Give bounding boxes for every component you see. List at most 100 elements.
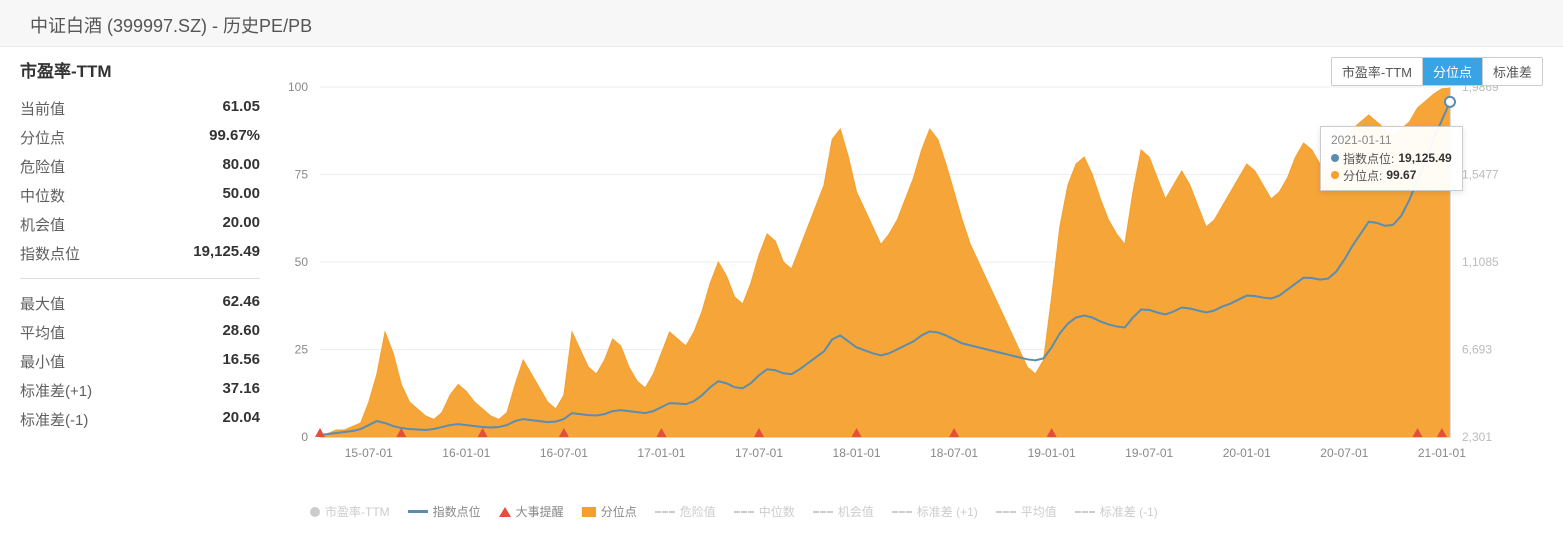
tooltip-label: 指数点位: [1343, 150, 1394, 167]
legend-label: 指数点位 [433, 503, 481, 520]
stats-group-historical: 最大值62.46平均值28.60最小值16.56标准差(+1)37.16标准差(… [20, 289, 260, 434]
stat-row: 平均值28.60 [20, 318, 260, 347]
stat-value: 61.05 [222, 98, 260, 119]
stat-label: 机会值 [20, 214, 65, 235]
page-title: 中证白酒 (399997.SZ) - 历史PE/PB [30, 12, 1543, 38]
stat-label: 当前值 [20, 98, 65, 119]
svg-text:2,301: 2,301 [1462, 430, 1492, 444]
event-marker-icon[interactable] [315, 428, 325, 437]
divider [20, 278, 260, 279]
legend-label: 机会值 [838, 503, 874, 520]
legend-item[interactable]: 指数点位 [408, 503, 481, 520]
tooltip-date: 2021-01-11 [1331, 133, 1452, 147]
legend-label: 标准差 (-1) [1100, 503, 1158, 520]
tooltip-value: 99.67 [1386, 168, 1416, 182]
stat-row: 指数点位19,125.49 [20, 239, 260, 268]
stat-row: 当前值 61.05 [20, 94, 260, 123]
stat-value: 37.16 [222, 380, 260, 401]
svg-text:100: 100 [288, 80, 308, 94]
stat-label: 危险值 [20, 156, 65, 177]
stat-row: 机会值20.00 [20, 210, 260, 239]
legend-label: 平均值 [1021, 503, 1057, 520]
legend-item[interactable]: 大事提醒 [499, 503, 564, 520]
stat-row: 中位数 50.00 [20, 181, 260, 210]
tooltip-dot-icon [1331, 171, 1339, 179]
stat-row: 分位点 99.67% [20, 123, 260, 152]
tooltip-row: 指数点位: 19,125.49 [1331, 150, 1452, 167]
stat-row: 最大值 62.46 [20, 289, 260, 318]
svg-text:17-07-01: 17-07-01 [735, 446, 783, 460]
stat-row: 危险值 80.00 [20, 152, 260, 181]
legend: 市盈率-TTM 指数点位 大事提醒 分位点 危险值 中位数 机会值 标准差 (+1) 平均值 标准… [270, 497, 1543, 520]
legend-label: 标准差 (+1) [917, 503, 978, 520]
sidebar: 市盈率-TTM 当前值61.05分位点99.67%危险值80.00中位数50.0… [20, 57, 270, 527]
metric-tabs: 市盈率-TTM分位点标准差 [1331, 57, 1543, 86]
chart-area: 市盈率-TTM分位点标准差 02550751002,3016,6931,1085… [270, 57, 1543, 527]
legend-label: 分位点 [601, 503, 637, 520]
legend-item[interactable]: 机会值 [813, 503, 874, 520]
svg-text:16-01-01: 16-01-01 [442, 446, 490, 460]
legend-item[interactable]: 分位点 [582, 503, 637, 520]
stat-row: 标准差(-1) 20.04 [20, 405, 260, 434]
stat-label: 指数点位 [20, 243, 80, 264]
area-percentile [320, 88, 1450, 437]
legend-item[interactable]: 平均值 [996, 503, 1057, 520]
header: 中证白酒 (399997.SZ) - 历史PE/PB [0, 0, 1563, 47]
legend-circle-icon [310, 507, 320, 517]
stat-row: 最小值16.56 [20, 347, 260, 376]
legend-item[interactable]: 危险值 [655, 503, 716, 520]
svg-text:25: 25 [295, 343, 309, 357]
svg-text:20-07-01: 20-07-01 [1320, 446, 1368, 460]
chart-wrap: 02550751002,3016,6931,10851,54771,986915… [270, 77, 1543, 527]
stat-value: 99.67% [209, 127, 260, 148]
tooltip-label: 分位点: [1343, 167, 1382, 184]
svg-text:1,5477: 1,5477 [1462, 168, 1499, 182]
stat-value: 50.00 [222, 185, 260, 206]
tooltip-dot-icon [1331, 154, 1339, 162]
legend-dash-icon [813, 511, 833, 513]
legend-label: 市盈率-TTM [325, 503, 390, 520]
svg-text:18-01-01: 18-01-01 [833, 446, 881, 460]
svg-text:19-01-01: 19-01-01 [1028, 446, 1076, 460]
svg-text:20-01-01: 20-01-01 [1223, 446, 1271, 460]
svg-text:16-07-01: 16-07-01 [540, 446, 588, 460]
stat-label: 分位点 [20, 127, 65, 148]
legend-area-icon [582, 507, 596, 517]
svg-text:50: 50 [295, 255, 309, 269]
stat-value: 62.46 [222, 293, 260, 314]
stat-value: 80.00 [222, 156, 260, 177]
stat-label: 标准差(+1) [20, 380, 92, 401]
stat-label: 最小值 [20, 351, 65, 372]
svg-text:0: 0 [301, 430, 308, 444]
svg-text:21-01-01: 21-01-01 [1418, 446, 1466, 460]
tab-市盈率-TTM[interactable]: 市盈率-TTM [1332, 58, 1423, 85]
tooltip: 2021-01-11指数点位: 19,125.49分位点: 99.67 [1320, 126, 1463, 191]
legend-dash-icon [734, 511, 754, 513]
legend-dash-icon [892, 511, 912, 513]
app-container: 中证白酒 (399997.SZ) - 历史PE/PB 市盈率-TTM 当前值 61… [0, 0, 1563, 534]
hover-point [1445, 97, 1455, 107]
svg-text:6,693: 6,693 [1462, 343, 1492, 357]
tab-标准差[interactable]: 标准差 [1483, 58, 1542, 85]
legend-item[interactable]: 中位数 [734, 503, 795, 520]
stat-label: 中位数 [20, 185, 65, 206]
svg-text:1,1085: 1,1085 [1462, 255, 1499, 269]
legend-dash-icon [1075, 511, 1095, 513]
stat-value: 20.04 [222, 409, 260, 430]
svg-text:18-07-01: 18-07-01 [930, 446, 978, 460]
svg-text:17-01-01: 17-01-01 [637, 446, 685, 460]
svg-text:19-07-01: 19-07-01 [1125, 446, 1173, 460]
stat-label: 最大值 [20, 293, 65, 314]
legend-triangle-icon [499, 507, 511, 517]
svg-text:75: 75 [295, 168, 309, 182]
tooltip-row: 分位点: 99.67 [1331, 167, 1452, 184]
legend-item[interactable]: 标准差 (+1) [892, 503, 978, 520]
legend-item[interactable]: 标准差 (-1) [1075, 503, 1158, 520]
tooltip-value: 19,125.49 [1398, 151, 1451, 165]
stat-value: 28.60 [222, 322, 260, 343]
stat-row: 标准差(+1) 37.16 [20, 376, 260, 405]
tab-分位点[interactable]: 分位点 [1423, 58, 1483, 85]
legend-line-icon [408, 510, 428, 513]
legend-item[interactable]: 市盈率-TTM [310, 503, 390, 520]
stat-label: 标准差(-1) [20, 409, 88, 430]
